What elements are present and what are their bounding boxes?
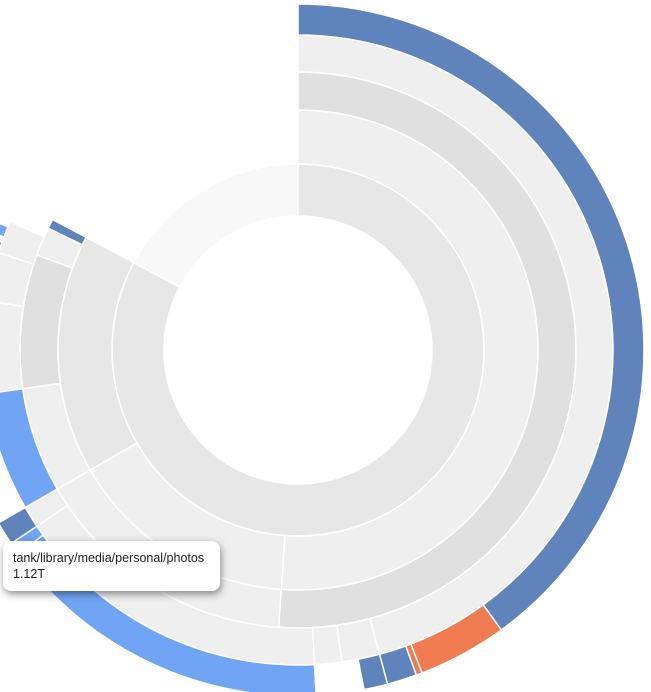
sunburst-segment-depth-5-11[interactable] (0, 215, 10, 239)
sunburst-segment-depth-4-6[interactable] (0, 301, 25, 394)
sunburst-segment-depth-5-4[interactable] (357, 653, 389, 691)
hover-tooltip: tank/library/media/personal/photos 1.12T (3, 541, 220, 591)
sunburst-segment-depth-3-5[interactable] (47, 218, 88, 246)
sunburst-segment-depth-4-2[interactable] (311, 624, 343, 666)
tooltip-path: tank/library/media/personal/photos (13, 551, 205, 565)
sunburst-segment-depth-1-1[interactable] (132, 163, 299, 289)
sunburst-segment-depth-5-10[interactable] (0, 232, 3, 253)
tooltip-size: 1.12T (13, 567, 45, 581)
sunburst-segment-depth-5-7[interactable] (0, 506, 38, 545)
